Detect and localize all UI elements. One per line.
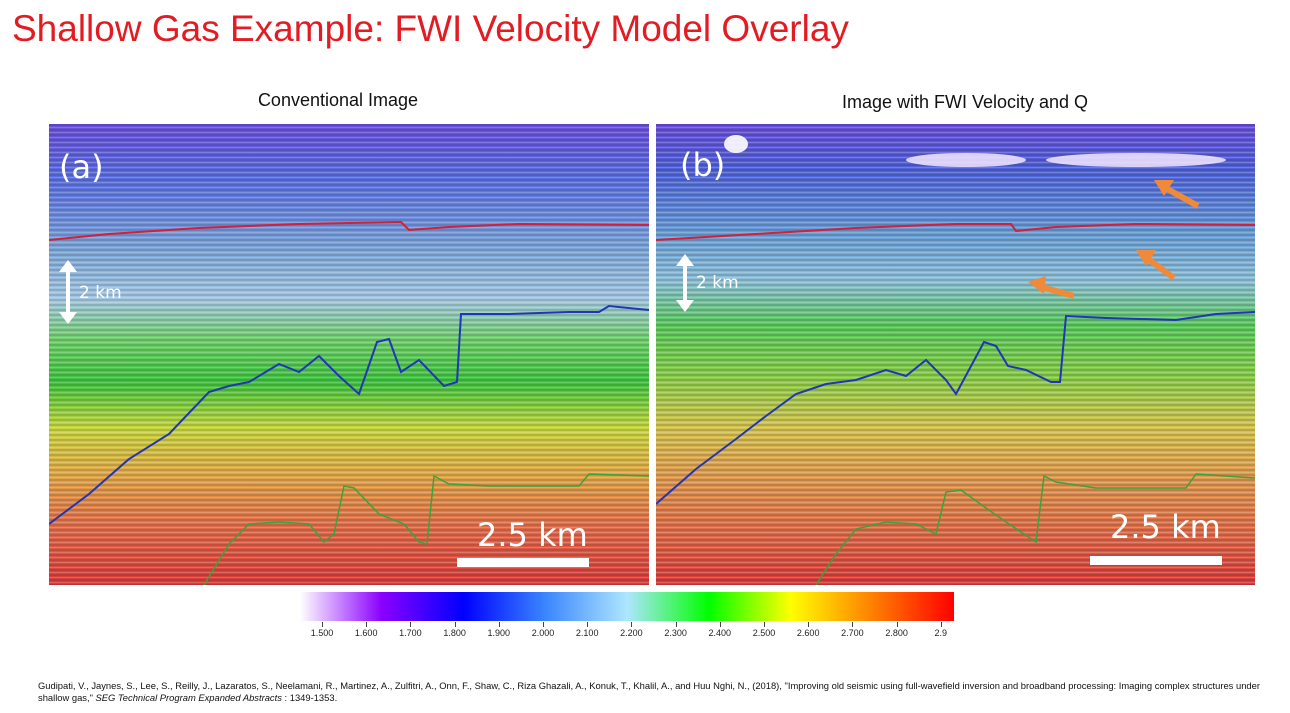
orange-arrow-icon xyxy=(1136,250,1176,281)
colorbar-tick-label: 2.000 xyxy=(531,628,555,638)
colorbar-tick-label: 2.600 xyxy=(796,628,820,638)
colorbar-tick-mark xyxy=(631,622,633,627)
horizontal-scale-label-b: 2.5 km xyxy=(1110,508,1221,546)
colorbar-tick-mark xyxy=(366,622,368,627)
horizontal-scale-bar-b xyxy=(1090,556,1222,565)
seismic-image-b: (b) 2 km 2.5 km xyxy=(656,124,1255,585)
panel-b-tag: (b) xyxy=(680,146,725,184)
vertical-scale-arrow-b xyxy=(676,254,694,312)
panel-b-heading: Image with FWI Velocity and Q xyxy=(841,92,1089,112)
vertical-scale-label-a: 2 km xyxy=(79,283,122,303)
colorbar-tick-label: 1.600 xyxy=(354,628,378,638)
citation-authors: Gudipati, V., Jaynes, S., Lee, S., Reill… xyxy=(38,680,1260,703)
colorbar-tick-mark xyxy=(543,622,544,627)
velocity-colorbar xyxy=(300,592,954,621)
colorbar-tick-label: 2.400 xyxy=(708,628,732,638)
panel-a-heading: Conventional Image xyxy=(257,90,419,110)
colorbar-tick-mark xyxy=(719,622,721,627)
vertical-scale-arrow-a xyxy=(59,260,77,324)
citation-journal: SEG Technical Program Expanded Abstracts xyxy=(95,692,282,703)
vertical-scale-label-b: 2 km xyxy=(696,273,739,293)
colorbar-tick-label: 1.900 xyxy=(487,628,511,638)
colorbar-tick-mark xyxy=(675,622,677,627)
colorbar-tick-label: 1.700 xyxy=(399,628,422,638)
citation-pages: : 1349-1353. xyxy=(284,692,338,703)
colorbar-tick-mark xyxy=(410,622,412,627)
horizontal-scale-label-a: 2.5 km xyxy=(477,516,588,554)
colorbar-tick-label: 2.700 xyxy=(841,628,864,638)
colorbar-tick-mark xyxy=(852,622,854,627)
slide-title: Shallow Gas Example: FWI Velocity Model … xyxy=(12,8,849,49)
colorbar-tick-mark xyxy=(498,622,500,627)
orange-arrow-icon xyxy=(1028,276,1075,299)
colorbar-tick-label: 2.100 xyxy=(575,628,599,638)
orange-arrow-icon xyxy=(1154,180,1200,209)
colorbar-tick-label: 2.800 xyxy=(885,628,908,638)
colorbar-tick-mark xyxy=(940,622,942,627)
colorbar-tick-mark xyxy=(454,622,456,627)
colorbar-tick-mark xyxy=(808,622,810,627)
colorbar-tick-label: 2.200 xyxy=(620,628,643,638)
citation: Gudipati, V., Jaynes, S., Lee, S., Reill… xyxy=(38,680,1268,704)
panel-a-tag: (a) xyxy=(59,148,104,186)
horizontal-scale-bar-a xyxy=(457,558,589,567)
colorbar-tick-mark xyxy=(764,622,765,627)
colorbar-tick-mark xyxy=(896,622,898,627)
colorbar-tick-mark xyxy=(322,622,323,627)
colorbar-tick-label: 2.9 xyxy=(934,628,948,638)
colorbar-tick-label: 2.500 xyxy=(752,628,776,638)
colorbar-tick-mark xyxy=(587,622,589,627)
colorbar-tick-label: 1.500 xyxy=(310,628,334,638)
seismic-image-panel-b: (b) 2 km 2.5 km xyxy=(656,124,1255,585)
seismic-image-a: (a) 2 km 2.5 km xyxy=(49,124,649,585)
colorbar-ticks: 1.500 1.600 1.700 1.800 1.900 2.000 2.100 2.200… xyxy=(300,622,960,644)
seismic-image-panel-a: (a) 2 km 2.5 km xyxy=(49,124,649,585)
colorbar-tick-label: 1.800 xyxy=(443,628,466,638)
colorbar-tick-label: 2.300 xyxy=(664,628,687,638)
